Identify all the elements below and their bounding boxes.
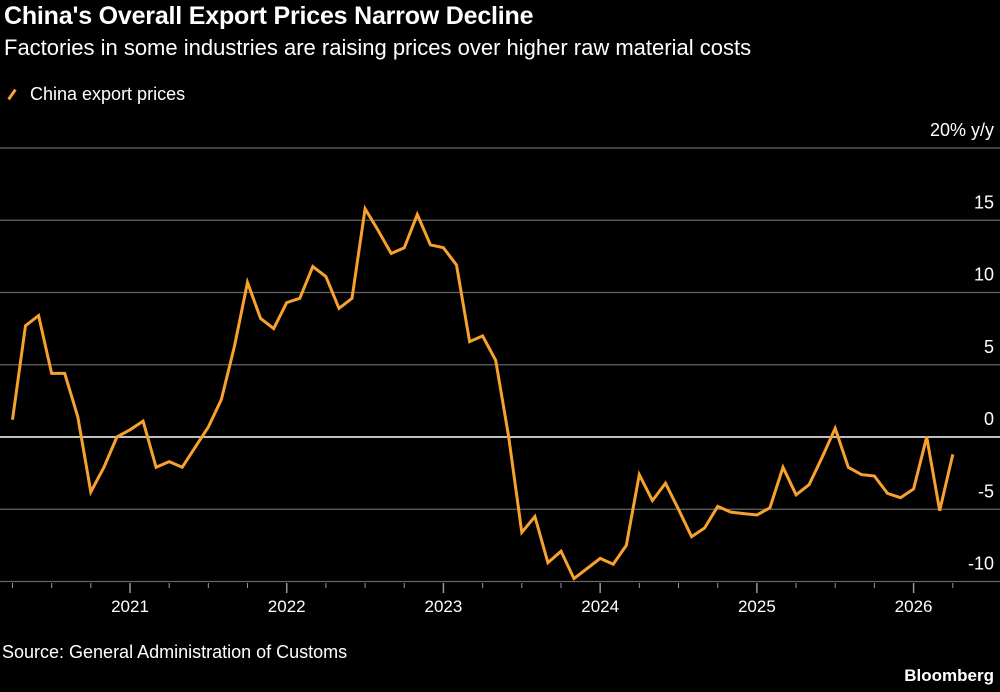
x-tick-label: 2024 [581,597,619,616]
x-tick-label: 2023 [425,597,463,616]
y-tick-label: -5 [978,481,994,501]
bloomberg-logo: Bloomberg [904,666,994,685]
y-tick-label: 20% y/y [930,120,994,140]
y-tick-label: 10 [974,265,994,285]
y-tick-label: -10 [968,554,994,574]
y-tick-label: 0 [984,409,994,429]
source-note: Source: General Administration of Custom… [2,642,348,662]
chart-subtitle: Factories in some industries are raising… [4,35,752,60]
series-line-china-export-prices [11,204,955,581]
x-tick-label: 2025 [738,597,776,616]
chart-title: China's Overall Export Prices Narrow Dec… [4,2,534,30]
legend-label: China export prices [30,84,186,104]
legend: China export prices [6,84,185,105]
y-tick-label: 15 [974,192,994,212]
x-tick-label: 2026 [895,597,933,616]
x-tick-label: 2021 [111,597,149,616]
y-tick-label: 5 [984,337,994,357]
x-tick-label: 2022 [268,597,306,616]
